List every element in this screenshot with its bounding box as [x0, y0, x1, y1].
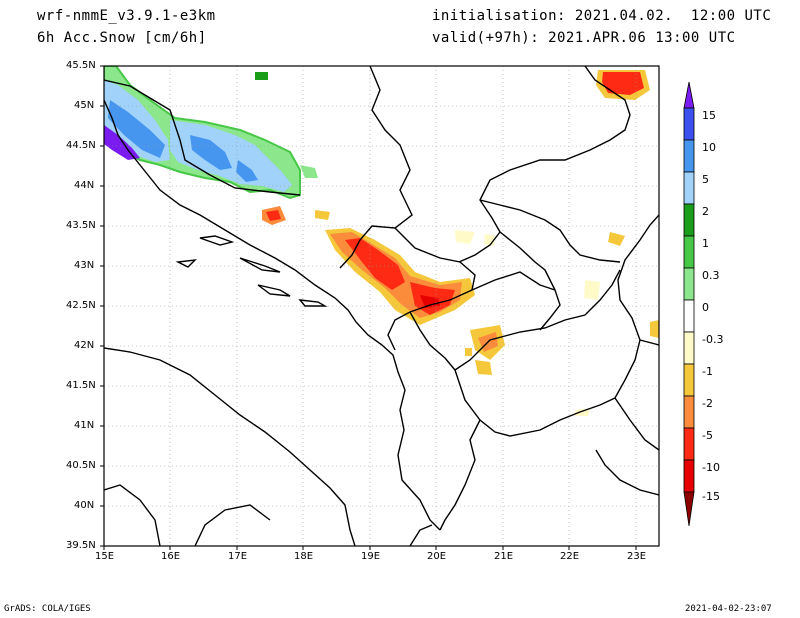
graticule [104, 66, 659, 546]
colorbar-label: -15 [702, 490, 720, 503]
lat-label: 40.5N [66, 460, 96, 471]
valid-time: valid(+97h): 2021.APR.06 13:00 UTC [432, 30, 736, 46]
lon-label: 20E [427, 551, 447, 562]
footer-timestamp: 2021-04-02-23:07 [685, 604, 772, 614]
lon-label: 19E [361, 551, 381, 562]
lat-label: 40N [74, 500, 95, 511]
lat-label: 42.5N [66, 300, 96, 311]
colorbar-label: -5 [702, 429, 713, 442]
lat-label: 44N [74, 180, 95, 191]
colorbar-label: 10 [702, 141, 716, 154]
lon-label: 21E [494, 551, 514, 562]
model-title: wrf-nmmE_v3.9.1-e3km [37, 8, 216, 24]
colorbar-label: 5 [702, 173, 709, 186]
lon-label: 23E [627, 551, 647, 562]
lat-label: 43N [74, 260, 95, 271]
lat-label: 41.5N [66, 380, 96, 391]
colorbar-label: -0.3 [702, 333, 724, 346]
coastlines-borders [104, 66, 659, 546]
lat-label: 39.5N [66, 540, 96, 551]
tick-marks [100, 65, 637, 550]
lon-label: 22E [560, 551, 580, 562]
lat-label: 45N [74, 100, 95, 111]
footer-credit: GrADS: COLA/IGES [4, 604, 91, 614]
init-time: initialisation: 2021.04.02. 12:00 UTC [432, 8, 772, 24]
snow-field [104, 66, 659, 546]
colorbar-label: 0 [702, 301, 709, 314]
colorbar-label: 15 [702, 109, 716, 122]
colorbar [683, 81, 695, 527]
negative-areas [262, 70, 659, 416]
lat-label: 42N [74, 340, 95, 351]
colorbar-label: -1 [702, 365, 713, 378]
colorbar-label: 1 [702, 237, 709, 250]
field-title: 6h Acc.Snow [cm/6h] [37, 30, 207, 46]
lon-label: 15E [95, 551, 115, 562]
lat-label: 45.5N [66, 60, 96, 71]
lon-label: 17E [228, 551, 248, 562]
lon-label: 18E [294, 551, 314, 562]
colorbar-label: 2 [702, 205, 709, 218]
lat-label: 43.5N [66, 220, 96, 231]
colorbar-label: -10 [702, 461, 720, 474]
colorbar-label: -2 [702, 397, 713, 410]
lat-label: 41N [74, 420, 95, 431]
colorbar-label: 0.3 [702, 269, 720, 282]
snow-area-northwest [104, 66, 318, 200]
lat-label: 44.5N [66, 140, 96, 151]
lon-label: 16E [161, 551, 181, 562]
